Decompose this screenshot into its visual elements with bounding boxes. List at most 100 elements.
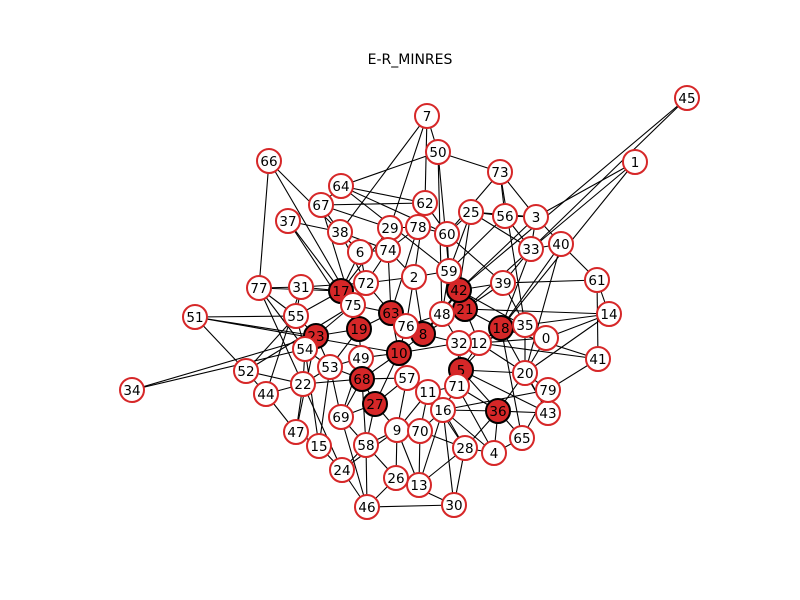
node-circle-70 — [407, 418, 433, 444]
node-label-15: 15 — [310, 439, 327, 455]
node-24: 24 — [329, 457, 355, 483]
node-57: 57 — [394, 365, 420, 391]
node-circle-10 — [386, 340, 412, 366]
node-72: 72 — [353, 270, 379, 296]
node-circle-41 — [585, 346, 611, 372]
node-31: 31 — [288, 274, 314, 300]
node-27: 27 — [362, 391, 388, 417]
node-circle-52 — [233, 358, 259, 384]
node-label-42: 42 — [450, 283, 467, 299]
node-circle-11 — [415, 379, 441, 405]
node-circle-32 — [446, 330, 472, 356]
node-circle-78 — [405, 214, 431, 240]
node-71: 71 — [444, 373, 470, 399]
node-label-31: 31 — [292, 280, 309, 296]
node-78: 78 — [405, 214, 431, 240]
node-label-49: 49 — [352, 351, 369, 367]
node-circle-73 — [487, 159, 513, 185]
node-label-2: 2 — [410, 270, 419, 286]
node-label-69: 69 — [332, 410, 349, 426]
node-label-7: 7 — [423, 109, 432, 125]
node-46: 46 — [354, 494, 380, 520]
node-circle-44 — [253, 381, 279, 407]
node-70: 70 — [407, 418, 433, 444]
node-label-78: 78 — [409, 220, 426, 236]
node-74: 74 — [375, 237, 401, 263]
node-79: 79 — [535, 377, 561, 403]
node-circle-77 — [246, 275, 272, 301]
edge-45-42 — [458, 97, 688, 291]
figure-title: E-R_MINRES — [368, 52, 453, 68]
edge-65-18 — [500, 327, 523, 439]
node-label-45: 45 — [678, 91, 695, 107]
node-53: 53 — [317, 354, 343, 380]
node-label-26: 26 — [387, 471, 404, 487]
node-label-70: 70 — [411, 424, 428, 440]
node-circle-54 — [292, 336, 318, 362]
node-9: 9 — [384, 417, 410, 443]
nodes-layer: 0123456789101112131415161718192021222324… — [119, 85, 700, 520]
node-label-4: 4 — [490, 446, 499, 462]
edge-1-33 — [530, 161, 636, 250]
node-29: 29 — [377, 215, 403, 241]
node-35: 35 — [512, 312, 538, 338]
node-67: 67 — [308, 192, 334, 218]
node-62: 62 — [412, 190, 438, 216]
node-circle-56 — [492, 203, 518, 229]
node-circle-61 — [584, 267, 610, 293]
node-circle-35 — [512, 312, 538, 338]
node-circle-2 — [401, 264, 427, 290]
node-54: 54 — [292, 336, 318, 362]
edge-43-5 — [460, 369, 549, 414]
node-label-38: 38 — [331, 225, 348, 241]
node-label-60: 60 — [438, 227, 455, 243]
node-circle-57 — [394, 365, 420, 391]
node-circle-59 — [436, 258, 462, 284]
node-label-67: 67 — [312, 198, 329, 214]
node-circle-71 — [444, 373, 470, 399]
node-20: 20 — [512, 360, 538, 386]
edge-14-35 — [524, 313, 610, 326]
node-circle-20 — [512, 360, 538, 386]
node-circle-45 — [674, 85, 700, 111]
node-circle-30 — [441, 492, 467, 518]
node-69: 69 — [328, 404, 354, 430]
node-65: 65 — [509, 425, 535, 451]
node-18: 18 — [488, 315, 514, 341]
node-label-21: 21 — [456, 302, 473, 318]
node-label-65: 65 — [513, 431, 530, 447]
node-47: 47 — [283, 419, 309, 445]
node-circle-6 — [347, 239, 373, 265]
node-label-53: 53 — [321, 360, 338, 376]
node-circle-67 — [308, 192, 334, 218]
node-label-72: 72 — [357, 276, 374, 292]
edge-30-46 — [366, 504, 455, 508]
node-68: 68 — [349, 366, 375, 392]
node-circle-0 — [533, 325, 559, 351]
node-label-58: 58 — [357, 438, 374, 454]
node-label-0: 0 — [542, 331, 551, 347]
node-label-30: 30 — [445, 498, 462, 514]
edge-15-53 — [318, 366, 331, 447]
node-11: 11 — [415, 379, 441, 405]
node-circle-72 — [353, 270, 379, 296]
node-circle-62 — [412, 190, 438, 216]
node-50: 50 — [425, 139, 451, 165]
node-label-64: 64 — [332, 179, 349, 195]
node-circle-74 — [375, 237, 401, 263]
node-52: 52 — [233, 358, 259, 384]
node-circle-16 — [430, 397, 456, 423]
node-circle-22 — [290, 371, 316, 397]
node-12: 12 — [466, 330, 492, 356]
node-circle-75 — [340, 292, 366, 318]
node-label-33: 33 — [522, 242, 539, 258]
edge-7-29 — [389, 115, 428, 229]
node-label-24: 24 — [333, 463, 350, 479]
node-43: 43 — [535, 400, 561, 426]
node-label-77: 77 — [250, 281, 267, 297]
node-6: 6 — [347, 239, 373, 265]
node-circle-39 — [490, 270, 516, 296]
node-label-71: 71 — [448, 379, 465, 395]
edge-3-42 — [458, 216, 537, 291]
